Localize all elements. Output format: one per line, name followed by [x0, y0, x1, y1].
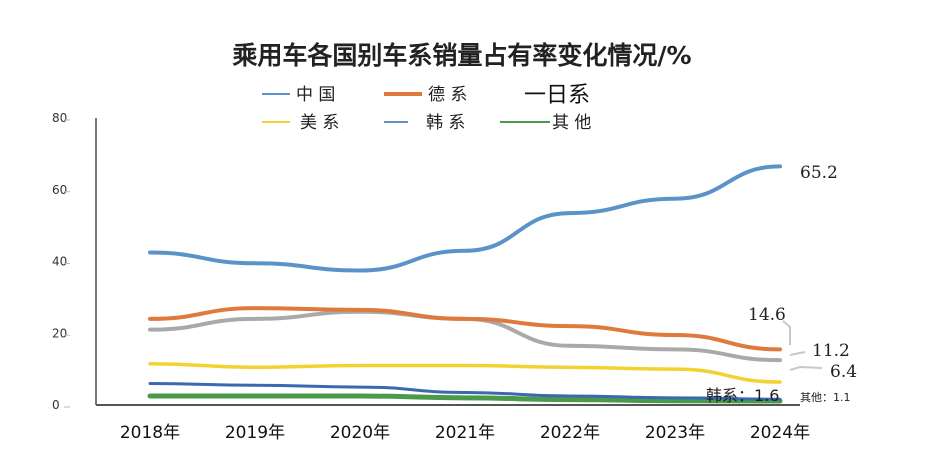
legend-label-usa: 美 系 — [300, 113, 339, 133]
leader-usa — [789, 365, 823, 371]
series-line-1 — [148, 306, 782, 352]
x-tick-label-4: 2022年 — [540, 423, 600, 443]
legend-label-japan: 一日系 — [524, 83, 590, 108]
x-tick-labels: 2018年 2019年 2020年 2021年 2022年 2023年 2024年 — [120, 423, 810, 443]
legend-label-korea: 韩 系 — [426, 113, 465, 133]
legend-label-germany: 德 系 — [428, 85, 467, 105]
y-tick-labels: 0 20 40 60 80 — [52, 111, 70, 412]
y-tick-label-80: 80 — [52, 111, 67, 125]
y-tick-label-60: 60 — [52, 183, 67, 197]
x-tick-label-5: 2023年 — [645, 423, 705, 443]
data-label-usa: 6.4 — [830, 362, 857, 382]
data-label-china: 65.2 — [800, 163, 838, 183]
series-line-0 — [148, 164, 782, 273]
leader-japan — [789, 351, 806, 356]
x-tick-label-6: 2024年 — [750, 423, 810, 443]
series-lines — [147, 164, 783, 404]
x-tick-label-0: 2018年 — [120, 423, 180, 443]
series-line-3 — [148, 361, 782, 384]
y-tick-label-0: 0 — [52, 398, 60, 412]
data-label-japan: 11.2 — [812, 341, 850, 361]
x-tick-label-1: 2019年 — [225, 423, 285, 443]
legend: 中 国 德 系 一日系 美 系 韩 系 其 他 — [262, 83, 591, 133]
data-label-germany: 14.6 — [748, 305, 786, 325]
series-line-5 — [147, 393, 783, 404]
y-tick-label-40: 40 — [52, 255, 67, 269]
legend-label-other: 其 他 — [552, 113, 591, 133]
legend-label-china: 中 国 — [296, 85, 335, 105]
chart-title: 乘用车各国别车系销量占有率变化情况/% — [232, 41, 691, 70]
x-tick-label-2: 2020年 — [330, 423, 390, 443]
series-line-4 — [148, 381, 782, 401]
watermark: 头条 @锂电百科 — [758, 442, 882, 462]
leader-germany — [782, 320, 791, 345]
data-label-korea: 韩系：1.6 — [706, 386, 779, 405]
data-label-other: 其他：1.1 — [800, 391, 851, 404]
y-tick-label-20: 20 — [52, 326, 67, 340]
x-tick-label-3: 2021年 — [435, 423, 495, 443]
